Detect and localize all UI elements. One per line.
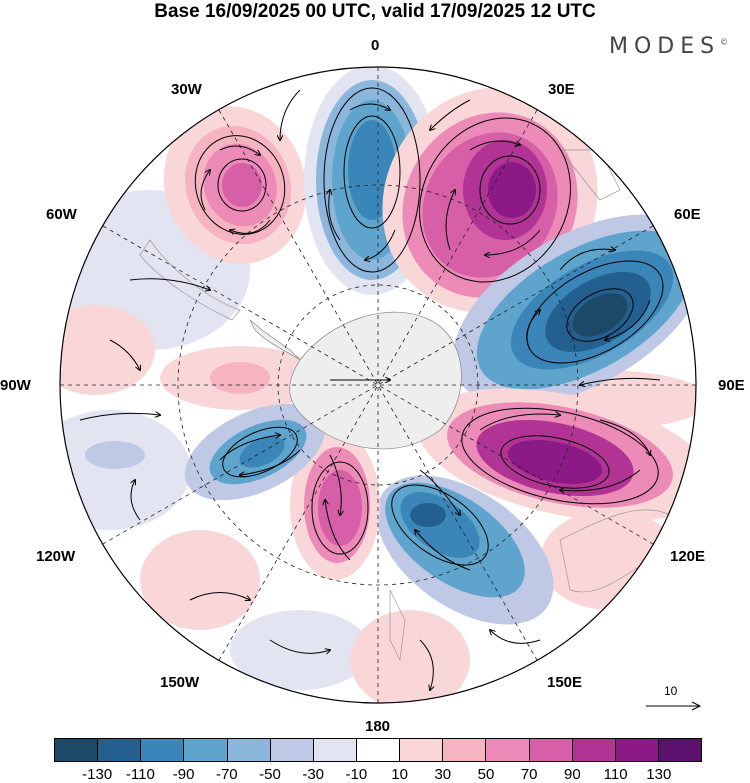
brand-mark: © <box>720 37 729 47</box>
anomaly-field <box>60 67 696 703</box>
modes-logo: MODES© <box>609 34 728 59</box>
reference-vector-label: 10 <box>664 684 678 698</box>
colorbar <box>54 738 702 762</box>
colorbar-swatch <box>615 739 659 761</box>
colorbar-tick-label: 130 <box>646 766 672 783</box>
colorbar-tick-label: 110 <box>603 766 628 783</box>
colorbar-tick-label: -130 <box>82 766 113 783</box>
lon-label-30w: 30W <box>171 81 202 98</box>
lon-label-150w: 150W <box>160 674 200 691</box>
colorbar-tick-label: -50 <box>259 766 281 783</box>
colorbar-swatch <box>529 739 573 761</box>
map-boundary <box>59 66 697 704</box>
colorbar-swatch <box>572 739 616 761</box>
colorbar-tick-label: -10 <box>345 766 368 783</box>
colorbar-swatch <box>98 739 142 761</box>
map-title: Base 16/09/2025 00 UTC, valid 17/09/2025… <box>154 1 596 22</box>
lon-label-60w: 60W <box>46 206 77 223</box>
colorbar-tick-label: -90 <box>172 766 195 783</box>
wind-vectors <box>79 89 661 690</box>
colorbar-swatch <box>356 739 401 761</box>
colorbar-tick-label: 30 <box>434 766 452 783</box>
colorbar-tick-label: 70 <box>520 766 538 783</box>
reference-vector-arrow <box>646 701 702 711</box>
colorbar-swatch <box>184 739 228 761</box>
colorbar-tick-label: 10 <box>391 766 408 783</box>
lon-label-90e: 90E <box>718 377 745 394</box>
colorbar-tick-label: -30 <box>302 766 325 783</box>
colorbar-tick-label: 90 <box>564 766 581 783</box>
lon-label-150e: 150E <box>547 674 583 691</box>
colorbar-swatch <box>270 739 314 761</box>
colorbar-swatch <box>313 739 357 761</box>
colorbar-tick-label: -70 <box>215 766 238 783</box>
lon-label-180: 180 <box>365 718 391 735</box>
colorbar-swatch <box>141 739 185 761</box>
colorbar-swatch <box>443 739 487 761</box>
brand-name: MODES <box>609 34 721 59</box>
colorbar-swatch <box>227 739 271 761</box>
graticule <box>60 67 696 703</box>
lon-label-0: 0 <box>371 37 380 54</box>
colorbar-swatch <box>55 739 99 761</box>
lon-label-120w: 120W <box>36 548 76 565</box>
colorbar-swatch <box>658 739 702 761</box>
colorbar-swatch <box>486 739 530 761</box>
lon-label-120e: 120E <box>670 548 706 565</box>
lon-label-30e: 30E <box>548 81 575 98</box>
colorbar-tick-label: 50 <box>477 766 495 783</box>
colorbar-tick-label: -110 <box>125 766 155 783</box>
lon-label-60e: 60E <box>674 206 701 223</box>
lon-label-90w: 90W <box>0 377 31 394</box>
colorbar-swatch <box>400 739 444 761</box>
